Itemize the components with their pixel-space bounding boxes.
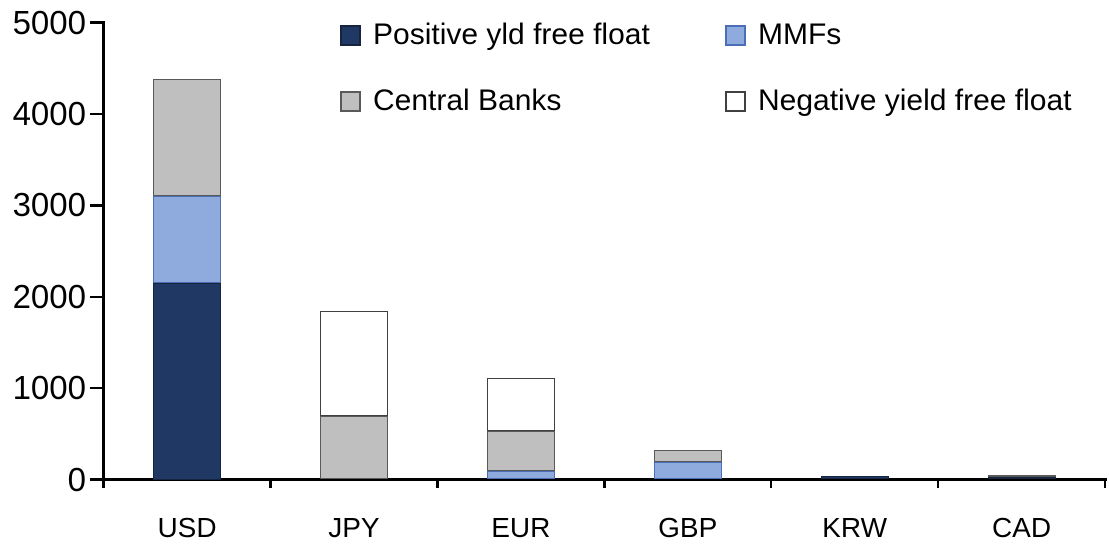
legend-item-mmfs: MMFs — [725, 18, 841, 52]
legend-label: MMFs — [758, 18, 842, 51]
bar-segment-positive-yld-free-float-krw — [820, 475, 889, 480]
bar-segment-mmfs-usd — [153, 196, 221, 283]
y-axis-tick — [90, 295, 103, 298]
legend-label: Negative yield free float — [758, 84, 1072, 117]
x-axis-tick — [269, 478, 272, 488]
bar-segment-central-banks-cad — [987, 474, 1056, 478]
y-axis-tick-label: 0 — [67, 460, 86, 498]
legend-item-positive-yld-free-float: Positive yld free float — [340, 18, 650, 52]
x-axis-tick — [769, 478, 773, 488]
x-axis-category-label: USD — [157, 512, 217, 543]
legend-swatch-mmfs — [725, 24, 746, 46]
legend-swatch-central-banks — [340, 90, 361, 112]
x-axis-category-label: EUR — [491, 512, 551, 543]
x-axis-tick — [603, 478, 606, 488]
legend-swatch-negative-yield-free-float — [725, 90, 746, 112]
bar-segment-central-banks-gbp — [653, 450, 722, 463]
bar-segment-central-banks-jpy — [319, 416, 388, 480]
y-axis-tick-label: 2000 — [12, 277, 86, 315]
x-axis-tick — [436, 478, 439, 488]
bar-segment-negative-yield-free-float-jpy — [319, 311, 388, 417]
bar-segment-central-banks-eur — [486, 431, 555, 472]
y-axis-tick-label: 5000 — [12, 3, 86, 41]
x-axis-tick — [102, 478, 105, 488]
legend-item-central-banks: Central Banks — [340, 84, 561, 118]
x-axis-tick — [1103, 478, 1107, 488]
legend-swatch-positive-yld-free-float — [340, 24, 361, 46]
bar-segment-positive-yld-free-float-cad — [987, 477, 1056, 480]
y-axis-tick — [90, 478, 103, 481]
y-axis-tick — [90, 112, 103, 116]
x-axis-category-label: CAD — [991, 512, 1052, 543]
y-axis-tick-label: 4000 — [12, 94, 86, 132]
bar-segment-positive-yld-free-float-usd — [153, 283, 221, 480]
x-axis-category-label: JPY — [328, 512, 380, 543]
y-axis-line — [102, 21, 105, 481]
y-axis-tick — [90, 21, 103, 24]
y-axis-tick-label: 1000 — [12, 369, 86, 407]
x-axis-category-label: KRW — [822, 512, 887, 543]
bar-segment-mmfs-gbp — [653, 462, 722, 480]
x-axis-category-label: GBP — [658, 512, 718, 543]
legend-label: Central Banks — [373, 84, 562, 117]
bar-segment-negative-yield-free-float-eur — [486, 378, 555, 431]
x-axis-tick — [936, 478, 940, 488]
legend-item-negative-yield-free-float: Negative yield free float — [725, 84, 1072, 118]
legend-label: Positive yld free float — [373, 18, 650, 51]
bar-segment-central-banks-usd — [153, 79, 221, 197]
y-axis-tick-label: 3000 — [12, 186, 86, 224]
bar-segment-mmfs-eur — [486, 471, 555, 480]
y-axis-tick — [90, 204, 103, 207]
y-axis-tick — [90, 386, 103, 390]
